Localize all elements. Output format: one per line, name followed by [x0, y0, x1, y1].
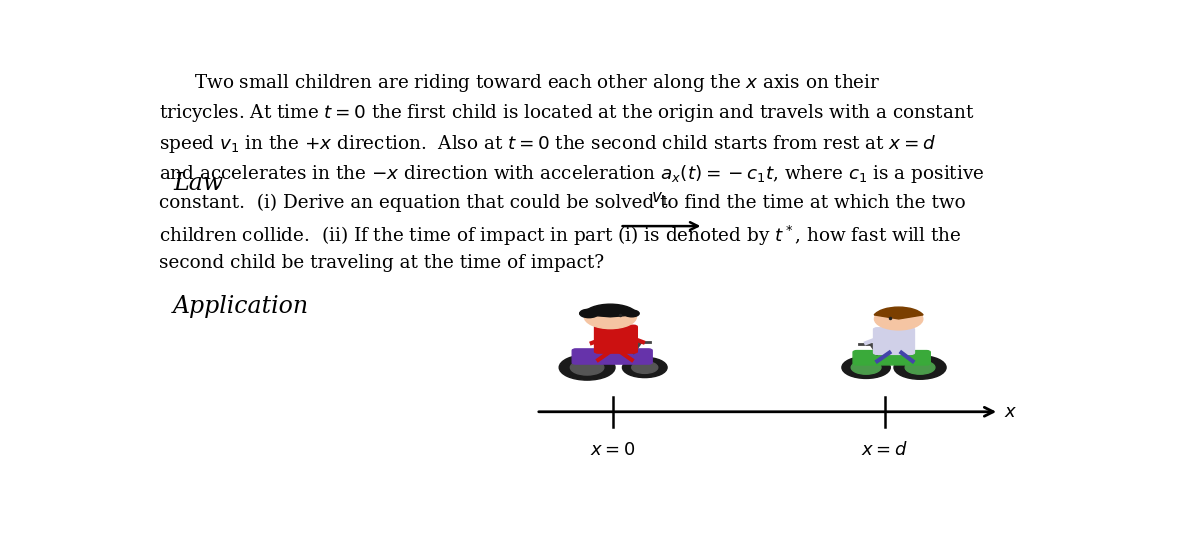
Circle shape — [623, 357, 667, 378]
FancyBboxPatch shape — [874, 328, 914, 355]
Circle shape — [580, 309, 599, 318]
Text: speed $v_1$ in the $+x$ direction.  Also at $t = 0$ the second child starts from: speed $v_1$ in the $+x$ direction. Also … — [160, 133, 936, 155]
Circle shape — [894, 356, 946, 379]
FancyBboxPatch shape — [853, 351, 930, 365]
Text: children collide.  (ii) If the time of impact in part (i) is denoted by $t^*$, h: children collide. (ii) If the time of im… — [160, 224, 962, 248]
Text: $x$: $x$ — [1003, 403, 1018, 421]
Circle shape — [905, 361, 935, 374]
Circle shape — [851, 361, 881, 374]
Circle shape — [624, 310, 640, 317]
Text: Application: Application — [173, 295, 310, 318]
Text: Law: Law — [173, 173, 223, 196]
Text: $x = d$: $x = d$ — [862, 441, 908, 459]
Text: constant.  (i) Derive an equation that could be solved to find the time at which: constant. (i) Derive an equation that co… — [160, 193, 966, 212]
Text: Two small children are riding toward each other along the $x$ axis on their: Two small children are riding toward eac… — [160, 72, 881, 94]
Text: and accelerates in the $-x$ direction with acceleration $a_x(t) = -c_1 t$, where: and accelerates in the $-x$ direction wi… — [160, 163, 985, 185]
Circle shape — [631, 362, 658, 373]
Circle shape — [875, 308, 923, 330]
Circle shape — [559, 355, 614, 380]
Text: second child be traveling at the time of impact?: second child be traveling at the time of… — [160, 254, 605, 272]
Circle shape — [584, 305, 636, 329]
Text: $v_1$: $v_1$ — [650, 190, 668, 207]
Text: tricycles. At time $t = 0$ the first child is located at the origin and travels : tricycles. At time $t = 0$ the first chi… — [160, 102, 974, 124]
Text: $x = 0$: $x = 0$ — [590, 441, 636, 459]
Wedge shape — [583, 304, 638, 317]
Wedge shape — [874, 307, 923, 319]
Circle shape — [570, 360, 604, 375]
FancyBboxPatch shape — [594, 326, 637, 353]
Circle shape — [842, 357, 890, 379]
FancyBboxPatch shape — [572, 349, 653, 364]
